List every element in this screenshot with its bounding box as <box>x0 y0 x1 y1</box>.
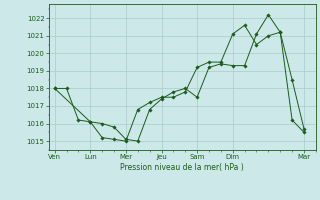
X-axis label: Pression niveau de la mer( hPa ): Pression niveau de la mer( hPa ) <box>120 163 244 172</box>
